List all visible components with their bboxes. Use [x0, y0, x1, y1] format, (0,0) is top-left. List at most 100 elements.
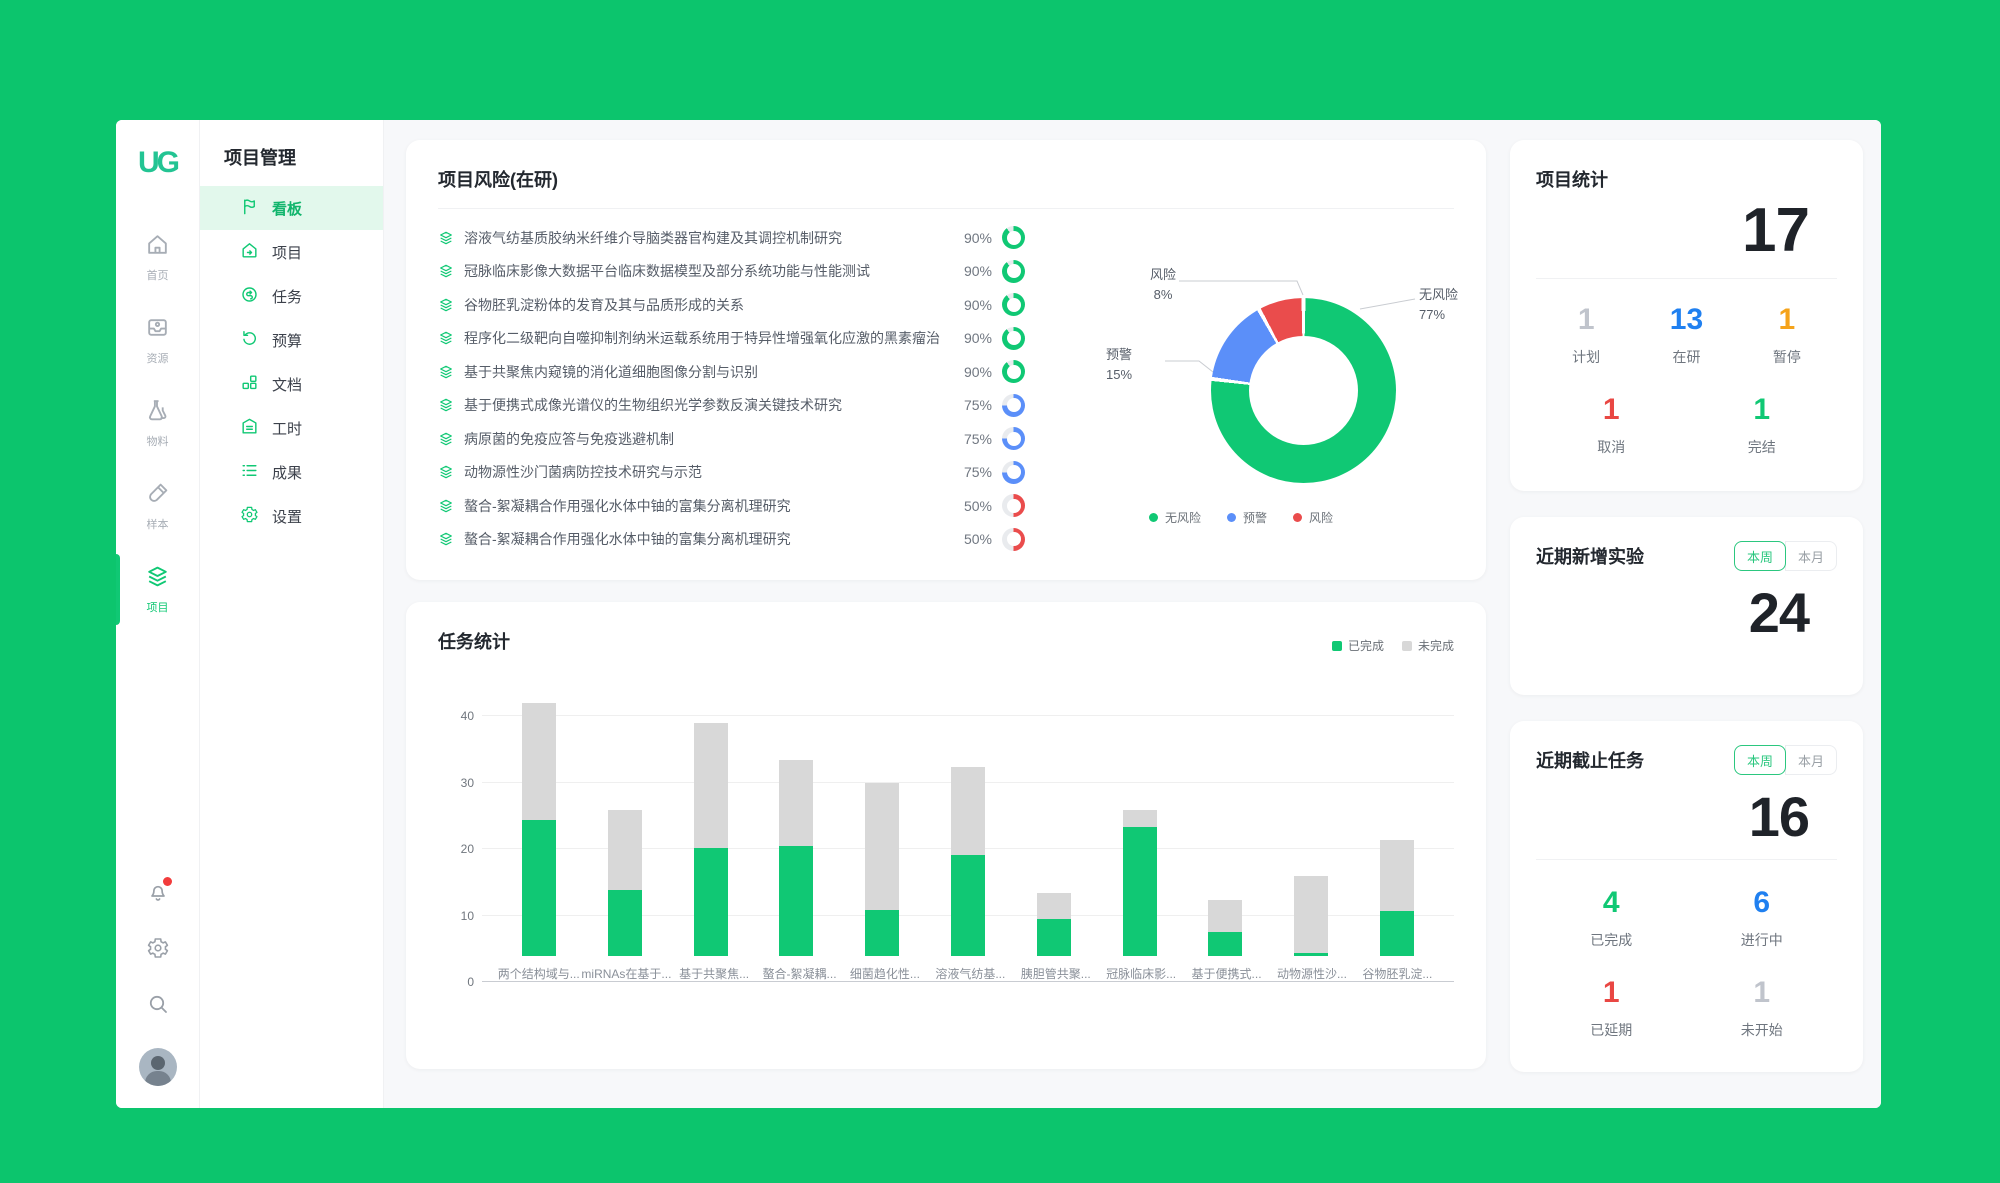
stat-label: 计划	[1572, 349, 1601, 365]
home-icon	[145, 232, 170, 260]
rail-item-label: 项目	[146, 602, 169, 614]
progress-ring	[1002, 326, 1025, 350]
sidebar-item-label: 项目	[272, 244, 303, 262]
bar-segment-incomplete	[1036, 892, 1071, 920]
legend-dot	[1293, 513, 1302, 522]
task-stats-row-2: 1 已延期 1 未开始	[1536, 976, 1837, 1040]
layers-icon	[438, 263, 454, 279]
project-risk-list: 溶液气纺基质胶纳米纤维介导脑类器官构建及其调控机制研究 90% 冠脉临床影像大数据平…	[438, 221, 1051, 556]
donut-callout-warning: 预警 15%	[1105, 347, 1133, 383]
legend-dot	[1226, 513, 1236, 522]
project-risk-row[interactable]: 程序化二级靶向自噬抑制剂纳米运载系统用于特异性增强氧化应激的黑素瘤治 90%	[438, 322, 1025, 356]
project-name: 谷物胚乳淀粉体的发育及其与品质形成的关系	[464, 296, 744, 313]
task-stats-row-1: 4 已完成 6 进行中	[1536, 886, 1837, 950]
gear-icon	[240, 505, 259, 528]
donut-callout-norisk: 无风险 77%	[1419, 287, 1459, 323]
project-stats-row-2: 1 取消 1 完结	[1536, 393, 1837, 457]
rail-item-home[interactable]: 首页	[116, 232, 199, 283]
stat-label: 在研	[1672, 349, 1701, 365]
project-risk-row[interactable]: 冠脉临床影像大数据平台临床数据模型及部分系统功能与性能测试 90%	[438, 255, 1025, 289]
project-risk-row[interactable]: 螯合-絮凝耦合作用强化水体中铀的富集分离机理研究 50%	[438, 489, 1025, 523]
rail-item-resources[interactable]: 资源	[116, 315, 199, 366]
layers-icon	[438, 464, 454, 480]
flask-icon	[145, 398, 170, 426]
bar-segment-incomplete	[607, 809, 642, 890]
sidebar-item-settings[interactable]: 设置	[200, 494, 383, 538]
donut-callout-risk: 风险 8%	[1149, 267, 1176, 303]
layers-icon	[438, 498, 454, 514]
left-column: 项目风险(在研) 溶液气纺基质胶纳米纤维介导脑类器官构建及其调控机制研究 90% 冠…	[406, 140, 1486, 1108]
bar-segment-complete	[779, 846, 814, 956]
project-stats-row-1: 1 计划 13 在研 1 暂停	[1536, 303, 1837, 367]
x-axis-label: 基于共聚焦...	[679, 967, 750, 981]
project-risk-row[interactable]: 动物源性沙门菌病防控技术研究与示范 75%	[438, 456, 1025, 490]
recent-tasks-title: 近期截止任务	[1536, 751, 1644, 771]
project-risk-percent: 90%	[963, 330, 992, 347]
donut-legend: 无风险 预警 风险	[1051, 509, 1431, 526]
settings-button[interactable]	[146, 936, 170, 965]
x-axis-label: miRNAs在基于...	[581, 967, 672, 981]
deadline-tasks-count: 16	[1748, 785, 1810, 848]
project-risk-row[interactable]: 基于便携式成像光谱仪的生物组织光学参数反演关键技术研究 75%	[438, 389, 1025, 423]
sidebar-item-documents[interactable]: 文档	[200, 362, 383, 406]
stat-value: 4	[1602, 886, 1620, 919]
layers-icon	[438, 297, 454, 313]
tab-this-month[interactable]: 本月	[1784, 541, 1837, 571]
progress-ring	[1002, 259, 1025, 283]
rail-item-projects[interactable]: 项目	[116, 554, 199, 625]
progress-ring	[1002, 494, 1025, 518]
project-total-count: 17	[1742, 196, 1810, 265]
right-column: 项目统计 17 1 计划 13 在研 1 暂停 1 取消 1 完结 近期新增实验 本周 本月 2…	[1510, 140, 1863, 1108]
notifications-button[interactable]	[146, 877, 172, 909]
sidebar-item-projects[interactable]: 项目	[200, 230, 383, 274]
list-icon	[240, 461, 259, 484]
stacked-bar	[1036, 892, 1071, 956]
progress-ring	[1002, 393, 1025, 417]
risk-donut-area: 风险 8% 预警 15% 无风险 77% 无风险 预警 风险	[1051, 221, 1491, 551]
search-button[interactable]	[146, 992, 170, 1021]
stat-value: 1	[1778, 303, 1796, 336]
tab-this-week[interactable]: 本周	[1733, 541, 1786, 571]
stat-block: 1 取消	[1536, 393, 1687, 457]
rail-item-materials[interactable]: 物料	[116, 398, 199, 449]
project-risk-row[interactable]: 溶液气纺基质胶纳米纤维介导脑类器官构建及其调控机制研究 90%	[438, 221, 1025, 255]
project-name: 病原菌的免疫应答与免疫逃避机制	[464, 430, 674, 447]
stat-value: 1	[1753, 976, 1771, 1009]
sidebar-item-timesheet[interactable]: 工时	[200, 406, 383, 450]
stat-label: 暂停	[1772, 349, 1801, 365]
bar-column	[582, 690, 668, 956]
progress-ring	[1002, 527, 1025, 551]
bar-column	[1097, 690, 1183, 956]
rail-item-samples[interactable]: 样本	[116, 481, 199, 532]
sidebar-item-results[interactable]: 成果	[200, 450, 383, 494]
bar-segment-incomplete	[1208, 899, 1243, 933]
sidebar-item-kanban[interactable]: 看板	[200, 186, 383, 230]
home-arrow-icon	[240, 241, 259, 264]
project-risk-row[interactable]: 基于共聚焦内窥镜的消化道细胞图像分割与识别 90%	[438, 355, 1025, 389]
bar-column	[1183, 690, 1269, 956]
bell-icon	[146, 885, 170, 908]
project-name: 基于共聚焦内窥镜的消化道细胞图像分割与识别	[464, 363, 758, 380]
bar-segment-incomplete	[1380, 839, 1415, 911]
task-circle-icon	[240, 285, 259, 308]
x-axis-label: 冠脉临床影...	[1106, 967, 1177, 981]
project-risk-row[interactable]: 病原菌的免疫应答与免疫逃避机制 75%	[438, 422, 1025, 456]
legend-dot	[1148, 513, 1158, 522]
project-risk-row[interactable]: 谷物胚乳淀粉体的发育及其与品质形成的关系 90%	[438, 288, 1025, 322]
sidebar-item-tasks[interactable]: 任务	[200, 274, 383, 318]
sidebar-item-label: 看板	[272, 200, 303, 218]
user-avatar[interactable]	[138, 1048, 177, 1086]
stat-block: 4 已完成	[1536, 886, 1687, 950]
progress-ring	[1002, 293, 1025, 317]
sidebar-item-budget[interactable]: 预算	[200, 318, 383, 362]
legend-swatch	[1331, 640, 1342, 651]
sidebar-item-label: 工时	[272, 420, 303, 438]
tab-this-month[interactable]: 本月	[1784, 745, 1837, 775]
recent-experiments-title: 近期新增实验	[1536, 547, 1644, 567]
bar-column	[496, 690, 582, 956]
tab-this-week[interactable]: 本周	[1733, 745, 1786, 775]
divider	[1536, 278, 1837, 279]
project-risk-row[interactable]: 螯合-絮凝耦合作用强化水体中铀的富集分离机理研究 50%	[438, 523, 1025, 557]
bar-column	[1268, 690, 1354, 956]
legend-label: 预警	[1242, 511, 1267, 525]
